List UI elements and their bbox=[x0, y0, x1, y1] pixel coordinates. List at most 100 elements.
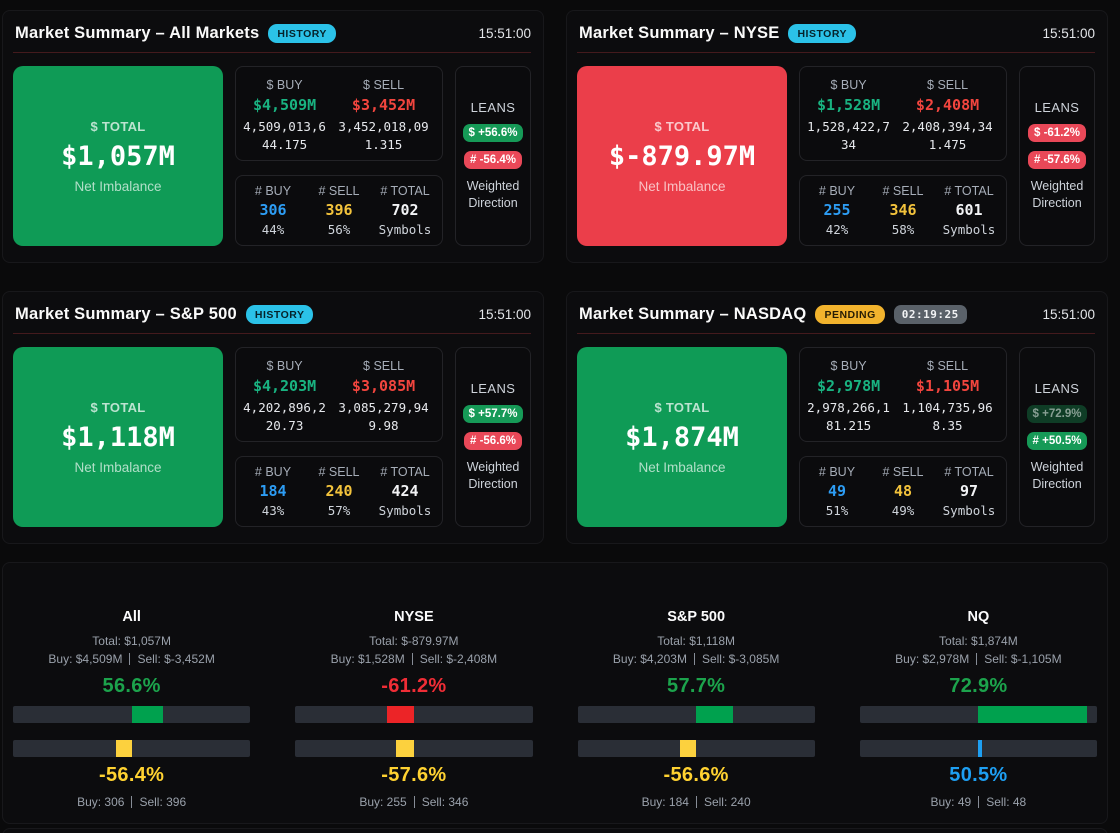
buy-sell-count-line: Buy: 49 Sell: 48 bbox=[860, 795, 1097, 809]
separator bbox=[413, 796, 415, 808]
countdown-badge: 02:19:25 bbox=[893, 305, 967, 324]
panel-time: 15:51:00 bbox=[1042, 26, 1095, 41]
dollar-sell-cell: $ SELL $1,105M 1,104,735,968.35 bbox=[893, 359, 1002, 435]
buy-raw-value: 2,978,266,181.215 bbox=[807, 400, 890, 434]
buy-sell-line: Buy: $4,203M Sell: $-3,085M bbox=[578, 652, 815, 666]
dollar-lean-pct: 72.9% bbox=[949, 675, 1008, 697]
count-lean-pct: -56.6% bbox=[663, 764, 729, 786]
buy-label: $ BUY bbox=[830, 359, 867, 373]
column-title: NQ bbox=[967, 609, 990, 625]
sell-raw-value: 1,104,735,968.35 bbox=[902, 400, 993, 434]
total-label: $ TOTAL bbox=[90, 118, 146, 134]
buy-count: Buy: 306 bbox=[77, 795, 125, 809]
buy-amount: Buy: $2,978M bbox=[895, 652, 970, 666]
column-title: NYSE bbox=[394, 609, 434, 625]
sell-label: $ SELL bbox=[363, 359, 405, 373]
sell-count: Sell: 240 bbox=[703, 795, 751, 809]
count-total-value: 424 bbox=[391, 482, 419, 501]
panel-header: Market Summary – NASDAQ PENDING 02:19:25… bbox=[577, 298, 1095, 334]
weighted-direction-label: Weighted Direction bbox=[466, 179, 520, 210]
market-summary-panel-nasdaq: Market Summary – NASDAQ PENDING 02:19:25… bbox=[566, 291, 1108, 544]
mini-summary-column-sp500: S&P 500 Total: $1,118M Buy: $4,203M Sell:… bbox=[577, 609, 815, 813]
count-sell-pct: 56% bbox=[327, 222, 351, 238]
total-value: $1,874M bbox=[625, 421, 739, 453]
dollar-sell-cell: $ SELL $3,085M 3,085,279,949.98 bbox=[329, 359, 438, 435]
count-total-sub: Symbols bbox=[378, 503, 432, 519]
share-counts-box: # BUY 306 44% # SELL 396 56% # TOTAL 702 bbox=[235, 175, 443, 247]
weighted-direction-label: Weighted Direction bbox=[1030, 179, 1084, 210]
buy-amount: Buy: $4,509M bbox=[48, 652, 123, 666]
total-label: $ TOTAL bbox=[654, 399, 710, 415]
market-summary-panel-sp500: Market Summary – S&P 500 HISTORY 15:51:0… bbox=[2, 291, 544, 544]
dollar-buy-sell-box: $ BUY $2,978M 2,978,266,181.215 $ SELL $… bbox=[799, 347, 1007, 443]
panel-mid-column: $ BUY $2,978M 2,978,266,181.215 $ SELL $… bbox=[799, 347, 1007, 528]
panel-mid-column: $ BUY $4,203M 4,202,896,220.73 $ SELL $3… bbox=[235, 347, 443, 528]
count-buy-pct: 44% bbox=[261, 222, 285, 238]
buy-label: $ BUY bbox=[266, 359, 303, 373]
buy-amount: Buy: $1,528M bbox=[330, 652, 405, 666]
buy-count: Buy: 255 bbox=[359, 795, 407, 809]
buy-sell-line: Buy: $1,528M Sell: $-2,408M bbox=[295, 652, 532, 666]
net-imbalance-card: $ TOTAL $1,874M Net Imbalance bbox=[577, 347, 787, 527]
column-title: S&P 500 bbox=[667, 609, 726, 625]
count-sell-pct: 57% bbox=[327, 503, 351, 519]
leans-box: LEANS $ +57.7% # -56.6% Weighted Directi… bbox=[455, 347, 531, 527]
total-line: Total: $1,874M bbox=[939, 634, 1018, 648]
panel-title: Market Summary – S&P 500 bbox=[15, 305, 237, 323]
count-buy-pct: 43% bbox=[261, 503, 285, 519]
dollar-lean-bar bbox=[13, 706, 251, 723]
sell-amount: Sell: $-1,105M bbox=[984, 652, 1062, 666]
dollar-lean-bar-fill bbox=[696, 706, 733, 723]
dollar-sell-cell: $ SELL $2,408M 2,408,394,341.475 bbox=[893, 78, 1002, 154]
net-imbalance-label: Net Imbalance bbox=[74, 178, 162, 194]
buy-value: $4,203M bbox=[252, 377, 317, 395]
sell-value: $3,085M bbox=[351, 377, 416, 395]
count-total-value: 702 bbox=[391, 201, 419, 220]
sell-label: $ SELL bbox=[363, 78, 405, 92]
column-title: All bbox=[122, 609, 141, 625]
net-imbalance-card: $ TOTAL $1,118M Net Imbalance bbox=[13, 347, 223, 527]
separator bbox=[129, 653, 131, 665]
count-lean-bar bbox=[295, 740, 533, 757]
count-total-sub: Symbols bbox=[942, 222, 996, 238]
total-label: $ TOTAL bbox=[90, 399, 146, 415]
buy-sell-count-line: Buy: 306 Sell: 396 bbox=[13, 795, 250, 809]
count-lean-bar-fill bbox=[395, 740, 414, 757]
panel-mid-column: $ BUY $1,528M 1,528,422,734 $ SELL $2,40… bbox=[799, 66, 1007, 247]
buy-raw-value: 4,202,896,220.73 bbox=[243, 400, 326, 434]
dollar-buy-cell: $ BUY $4,203M 4,202,896,220.73 bbox=[240, 359, 329, 435]
count-lean-bar bbox=[859, 740, 1097, 757]
sell-amount: Sell: $-3,452M bbox=[137, 652, 215, 666]
market-summary-panel-all: Market Summary – All Markets HISTORY 15:… bbox=[2, 10, 544, 263]
sell-count: Sell: 48 bbox=[986, 795, 1027, 809]
count-sell-label: # SELL bbox=[882, 184, 924, 199]
count-lean-badge: # -56.6% bbox=[463, 432, 523, 451]
separator bbox=[131, 796, 133, 808]
count-sell-value: 346 bbox=[889, 201, 917, 220]
panel-mid-column: $ BUY $4,509M 4,509,013,644.175 $ SELL $… bbox=[235, 66, 443, 247]
panel-title: Market Summary – All Markets bbox=[15, 24, 260, 42]
count-sell-pct: 49% bbox=[891, 503, 915, 519]
sell-amount: Sell: $-3,085M bbox=[701, 652, 780, 666]
history-badge: HISTORY bbox=[245, 305, 314, 324]
buy-sell-count-line: Buy: 255 Sell: 346 bbox=[295, 795, 532, 809]
buy-value: $2,978M bbox=[816, 377, 881, 395]
count-buy-label: # BUY bbox=[818, 184, 856, 199]
sell-value: $1,105M bbox=[915, 377, 980, 395]
net-imbalance-label: Net Imbalance bbox=[638, 459, 726, 475]
mini-summary-column-all: All Total: $1,057M Buy: $4,509M Sell: $-3… bbox=[13, 609, 251, 813]
count-buy-label: # BUY bbox=[254, 465, 292, 480]
markets-mini-summary: All Total: $1,057M Buy: $4,509M Sell: $-3… bbox=[2, 562, 1108, 824]
leans-box: LEANS $ -61.2% # -57.6% Weighted Directi… bbox=[1019, 66, 1095, 246]
panel-body: $ TOTAL $-879.97M Net Imbalance $ BUY $1… bbox=[577, 66, 1095, 247]
count-total-value: 601 bbox=[955, 201, 983, 220]
count-total-sub: Symbols bbox=[942, 503, 996, 519]
dollar-buy-cell: $ BUY $2,978M 2,978,266,181.215 bbox=[804, 359, 893, 435]
total-value: $1,057M bbox=[61, 140, 175, 172]
count-total-sub: Symbols bbox=[378, 222, 432, 238]
dollar-sell-cell: $ SELL $3,452M 3,452,018,091.315 bbox=[329, 78, 438, 154]
separator bbox=[695, 796, 697, 808]
count-total-label: # TOTAL bbox=[944, 184, 994, 199]
count-buy-cell: # BUY 255 42% bbox=[804, 184, 870, 237]
dollar-lean-bar bbox=[859, 706, 1097, 723]
